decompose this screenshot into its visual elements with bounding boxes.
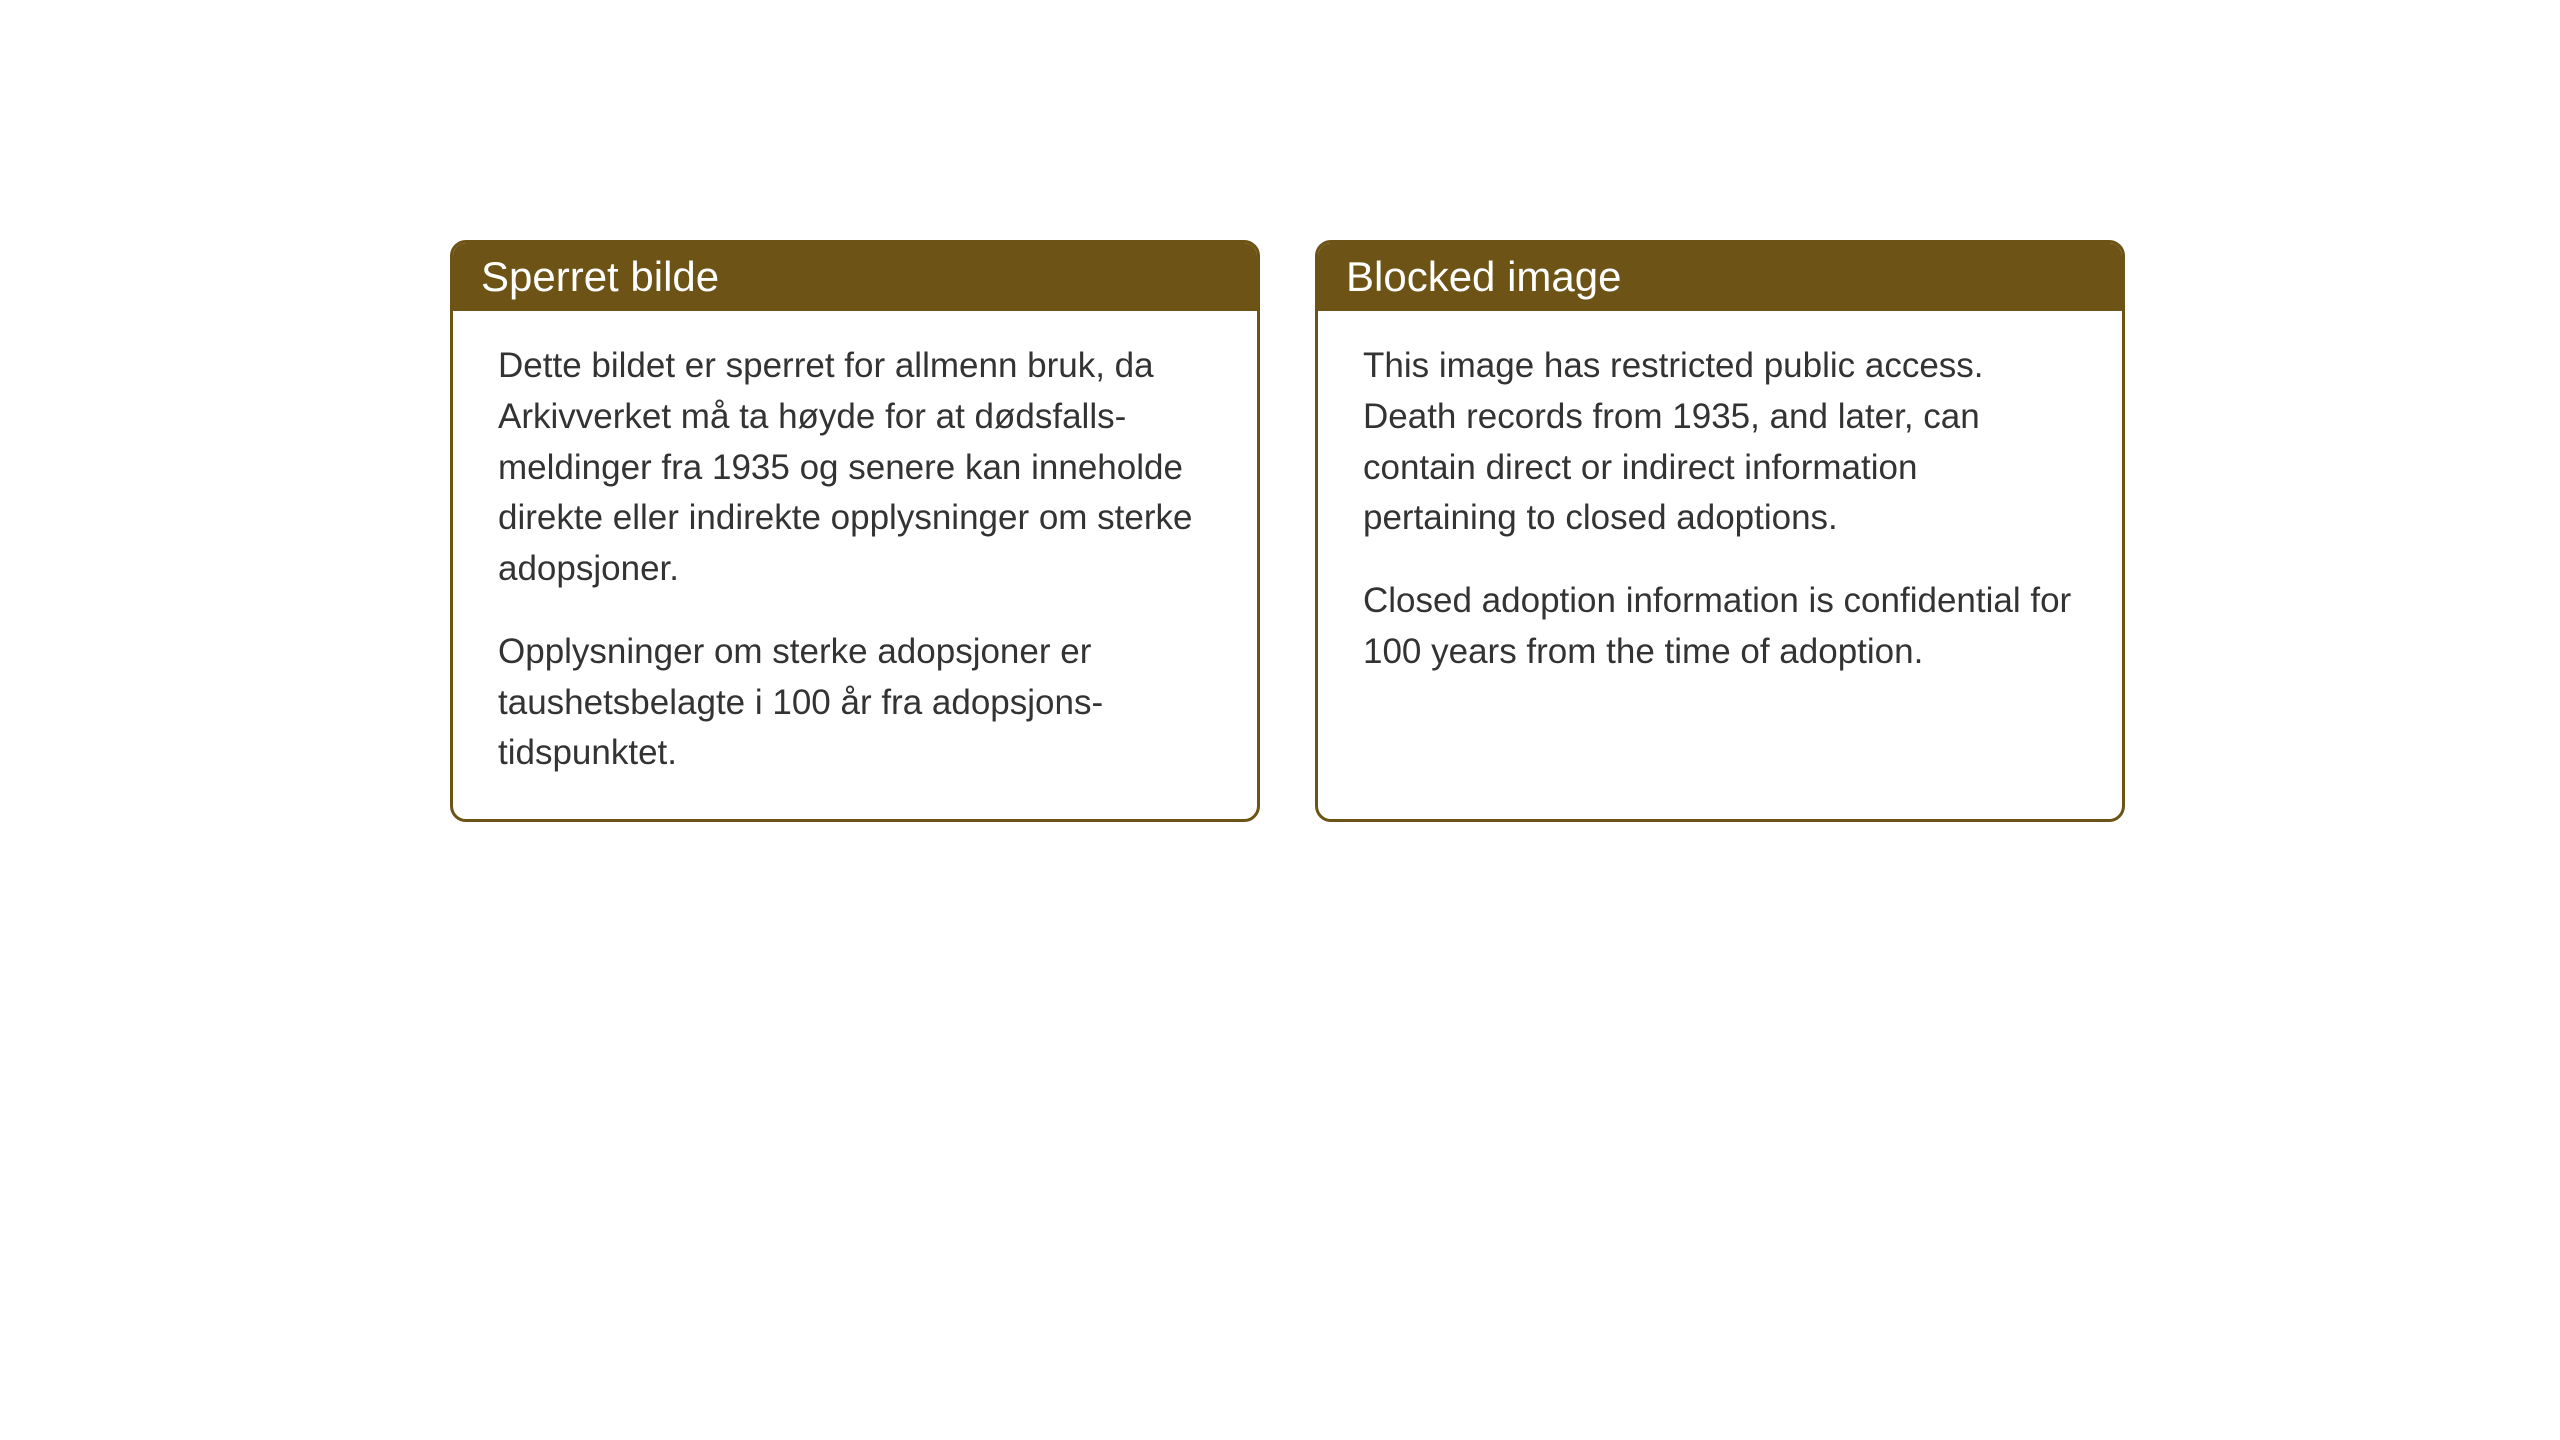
card-title-norwegian: Sperret bilde [481, 253, 719, 300]
notice-card-english: Blocked image This image has restricted … [1315, 240, 2125, 822]
card-body-norwegian: Dette bildet er sperret for allmenn bruk… [453, 311, 1257, 819]
notice-paragraph: Closed adoption information is confident… [1363, 576, 2077, 678]
notice-paragraph: Opplysninger om sterke adopsjoner er tau… [498, 627, 1212, 779]
card-title-english: Blocked image [1346, 253, 1621, 300]
card-header-norwegian: Sperret bilde [453, 243, 1257, 311]
notice-paragraph: Dette bildet er sperret for allmenn bruk… [498, 341, 1212, 595]
notice-card-norwegian: Sperret bilde Dette bildet er sperret fo… [450, 240, 1260, 822]
card-header-english: Blocked image [1318, 243, 2122, 311]
notice-paragraph: This image has restricted public access.… [1363, 341, 2077, 544]
card-body-english: This image has restricted public access.… [1318, 311, 2122, 718]
notice-container: Sperret bilde Dette bildet er sperret fo… [450, 240, 2125, 822]
